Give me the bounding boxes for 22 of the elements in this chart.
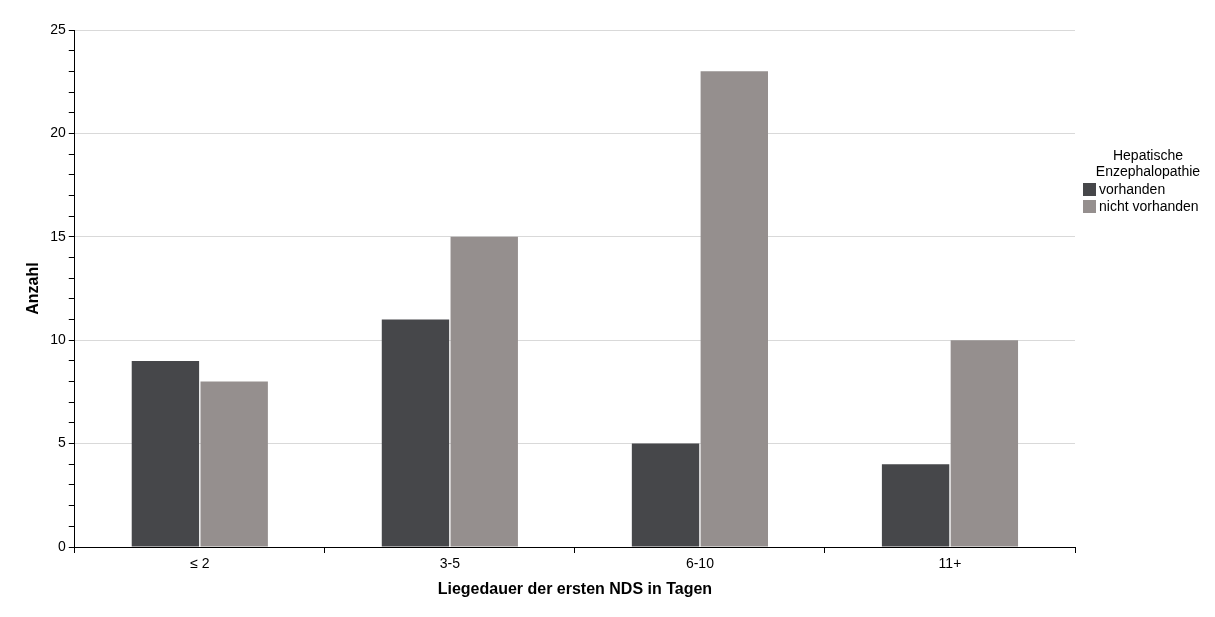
bar: [700, 71, 768, 547]
bar: [200, 381, 268, 547]
y-tick-label: 0: [57, 537, 66, 554]
x-tick-label: 11+: [938, 555, 962, 572]
y-tick-label: 10: [50, 331, 66, 348]
y-tick-label: 25: [50, 20, 66, 37]
bar: [381, 319, 450, 547]
x-axis-title: Liegedauer der ersten NDS in Tagen: [437, 579, 713, 597]
bar: [450, 236, 518, 547]
legend-label: vorhanden: [1099, 181, 1166, 197]
bar: [131, 360, 200, 547]
bar: [631, 443, 700, 547]
bar: [950, 340, 1019, 547]
y-tick-label: 5: [57, 434, 66, 451]
legend-label: nicht vorhanden: [1099, 198, 1199, 214]
x-tick-label: ≤ 2: [190, 555, 210, 572]
y-tick-label: 15: [50, 227, 66, 244]
y-axis-title: Anzahl: [24, 262, 42, 315]
x-tick-label: 3-5: [439, 555, 461, 572]
y-tick-label: 20: [50, 124, 66, 141]
x-tick-label: 6-10: [685, 555, 715, 572]
bar: [881, 464, 950, 547]
